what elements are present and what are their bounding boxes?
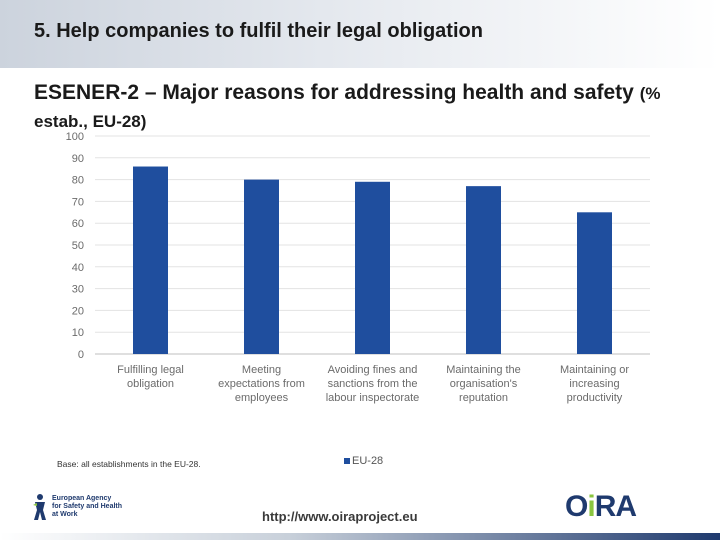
x-tick-label-line: Avoiding fines and bbox=[328, 364, 418, 376]
x-tick-label: Fulfilling legal obligation bbox=[117, 364, 184, 390]
x-tick-label-line: productivity bbox=[567, 392, 623, 404]
bar bbox=[466, 186, 501, 354]
agency-line-1: European Agency bbox=[52, 494, 112, 502]
y-tick-label: 50 bbox=[72, 240, 84, 252]
x-tick-label: Meeting expectations from employees bbox=[218, 364, 305, 404]
y-tick-label: 10 bbox=[72, 327, 84, 339]
chart-subtitle: ESENER-2 – Major reasons for addressing … bbox=[34, 79, 674, 135]
agency-logo: European Agency for Safety and Health at… bbox=[32, 493, 122, 521]
y-tick-label: 80 bbox=[72, 175, 84, 187]
agency-figure-icon bbox=[33, 494, 46, 520]
y-tick-label: 70 bbox=[72, 196, 84, 208]
slide-title: 5. Help companies to fulfil their legal … bbox=[34, 20, 483, 42]
x-tick-label-line: reputation bbox=[459, 392, 508, 404]
footer-line bbox=[0, 533, 720, 540]
x-tick-label: Maintaining or increasing productivity bbox=[560, 364, 629, 404]
base-note: Base: all establishments in the EU-28. bbox=[57, 459, 201, 469]
bar bbox=[577, 212, 612, 354]
subtitle-main: ESENER-2 – Major reasons for addressing … bbox=[34, 81, 634, 104]
oira-prefix: O bbox=[565, 490, 588, 523]
y-tick-label: 90 bbox=[72, 153, 84, 165]
chart-legend: EU-28 bbox=[344, 455, 383, 467]
oira-suffix: RA bbox=[594, 490, 637, 523]
x-tick-label-line: organisation's bbox=[450, 378, 518, 390]
y-tick-label: 60 bbox=[72, 218, 84, 230]
x-tick-label: Maintaining the organisation's reputation bbox=[446, 364, 521, 404]
x-tick-label-line: increasing bbox=[569, 378, 619, 390]
y-tick-label: 20 bbox=[72, 305, 84, 317]
x-tick-label-line: employees bbox=[235, 392, 289, 404]
header-band bbox=[0, 0, 720, 68]
y-tick-label: 100 bbox=[66, 131, 84, 143]
x-tick-label-line: expectations from bbox=[218, 378, 305, 390]
subtitle-paren: (% estab., EU-28) bbox=[34, 84, 661, 131]
x-tick-label-line: labour inspectorate bbox=[326, 392, 420, 404]
x-tick-label-line: Maintaining or bbox=[560, 364, 629, 376]
y-tick-label: 30 bbox=[72, 284, 84, 296]
x-tick-label-line: sanctions from the bbox=[328, 378, 418, 390]
bar bbox=[133, 166, 168, 354]
legend-label: EU-28 bbox=[352, 455, 384, 467]
legend-swatch bbox=[344, 458, 350, 464]
oira-logo: OiRA bbox=[565, 490, 637, 524]
x-tick-label-line: Fulfilling legal bbox=[117, 364, 184, 376]
x-tick-label-line: obligation bbox=[127, 378, 174, 390]
y-tick-label: 0 bbox=[78, 349, 84, 361]
agency-line-2: for Safety and Health bbox=[52, 502, 123, 510]
footer-url-link[interactable]: http://www.oiraproject.eu bbox=[262, 509, 418, 524]
agency-line-3: at Work bbox=[52, 511, 78, 519]
x-tick-label-line: Maintaining the bbox=[446, 364, 521, 376]
bar bbox=[355, 181, 390, 354]
y-tick-label: 40 bbox=[72, 262, 84, 274]
agency-name: European Agency for Safety and Health at… bbox=[52, 495, 122, 520]
bar bbox=[244, 179, 279, 354]
oira-accent: i bbox=[587, 490, 595, 523]
x-tick-label: Avoiding fines and sanctions from the labo… bbox=[326, 364, 420, 404]
x-tick-label-line: Meeting bbox=[242, 364, 281, 376]
